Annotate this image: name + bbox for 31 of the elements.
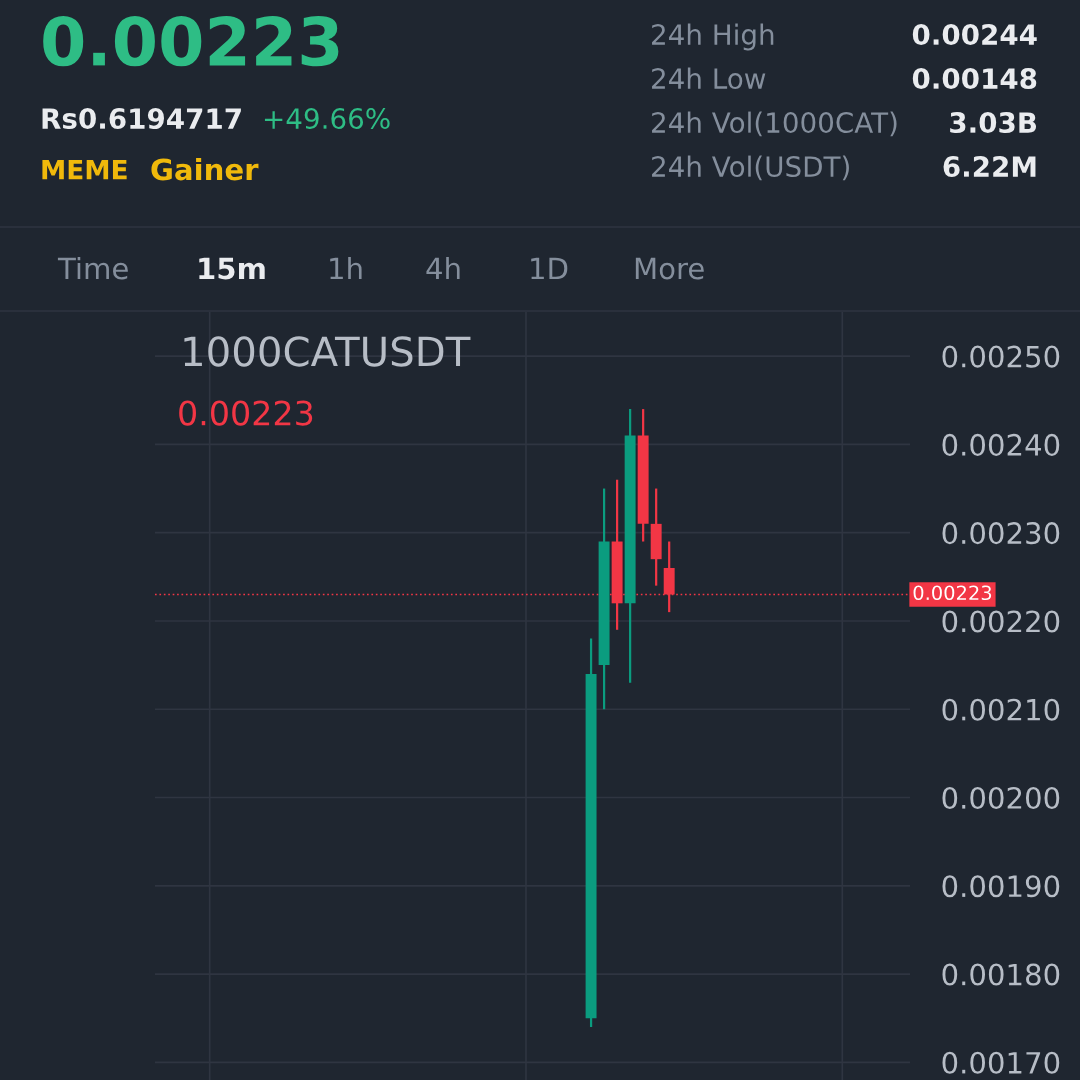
y-tick-label: 0.00250 [942,345,1060,368]
text: Gainer [151,157,259,181]
y-tick-label: 0.00240 [942,433,1060,456]
text: 24h High [652,23,774,51]
text: 24h Vol(1000CAT) [652,111,897,137]
chart-title: 1000CATUSDT [184,336,471,367]
text: +49.66% [264,108,390,130]
text: 6.22M [943,156,1036,178]
ref-line-label: 0.00223 [913,585,992,601]
text: 0.00244 [912,24,1037,46]
text: 0.00223 [43,15,339,67]
y-tick-label: 0.00220 [942,610,1060,633]
text: Rs0.6194717 [42,108,241,130]
text: MEME [42,160,127,180]
text: 4h [426,256,460,280]
y-tick-label: 0.00200 [942,786,1060,810]
text: 1D [531,257,568,280]
y-tick-label: 0.00190 [942,875,1060,898]
text: 24h Vol(USDT) [652,155,849,181]
y-tick-label: 0.00230 [942,522,1060,545]
text: 24h Low [652,67,766,90]
y-tick-label: 0.00170 [942,1051,1060,1074]
text: 0.00148 [912,68,1037,90]
text: 15m [199,257,265,280]
annotation: 0.00223 [179,400,313,426]
y-tick-label: 0.00180 [942,963,1060,986]
text: 1h [330,256,362,280]
text: More [635,257,704,280]
y-tick-label: 0.00210 [942,698,1060,721]
text: 3.03B [950,112,1037,134]
text: Time [57,256,128,280]
